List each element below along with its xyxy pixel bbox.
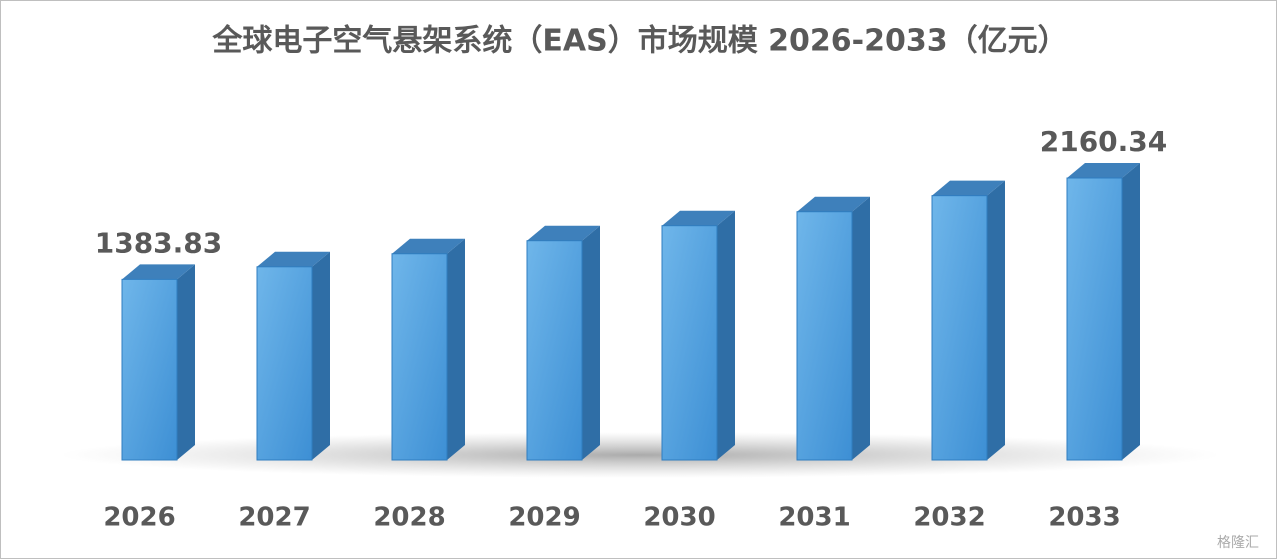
- bar-side: [717, 210, 735, 460]
- bar: [391, 253, 448, 461]
- bar-side: [852, 196, 870, 460]
- bar: [661, 225, 718, 461]
- x-tick-label: 2027: [238, 503, 310, 533]
- bar: [256, 266, 313, 461]
- x-tick-label: 2031: [778, 503, 850, 533]
- bar-top: [527, 225, 600, 241]
- chart-title: 全球电子空气悬架系统（EAS）市场规模 2026-2033（亿元）: [211, 24, 1067, 59]
- data-label: 1383.83: [95, 226, 223, 259]
- x-tick-label: 2033: [1048, 503, 1120, 533]
- x-tick-label: 2026: [103, 503, 175, 533]
- bar-top: [1067, 163, 1140, 178]
- bar-side: [177, 264, 195, 460]
- bar: [121, 278, 178, 461]
- bar-top: [392, 238, 465, 254]
- bar-side: [582, 225, 600, 460]
- bar: [931, 195, 988, 461]
- x-tick-label: 2029: [508, 503, 580, 533]
- bar: [1066, 177, 1123, 461]
- bar-top: [932, 180, 1005, 196]
- bar-top: [257, 251, 330, 267]
- watermark: 格隆汇: [1217, 535, 1259, 551]
- bar: [796, 211, 853, 461]
- x-tick-label: 2028: [373, 503, 445, 533]
- x-tick-label: 2032: [913, 503, 985, 533]
- bar-side: [312, 251, 330, 460]
- bar-side: [1122, 163, 1140, 460]
- floor-shadow: [60, 432, 1220, 478]
- bar: [526, 240, 583, 461]
- x-tick-label: 2030: [643, 503, 715, 533]
- bar-top: [122, 264, 195, 280]
- bar-top: [662, 210, 735, 226]
- data-label: 2160.34: [1040, 125, 1168, 158]
- bar-top: [797, 196, 870, 212]
- bar-side: [447, 238, 465, 460]
- bar-side: [987, 180, 1005, 460]
